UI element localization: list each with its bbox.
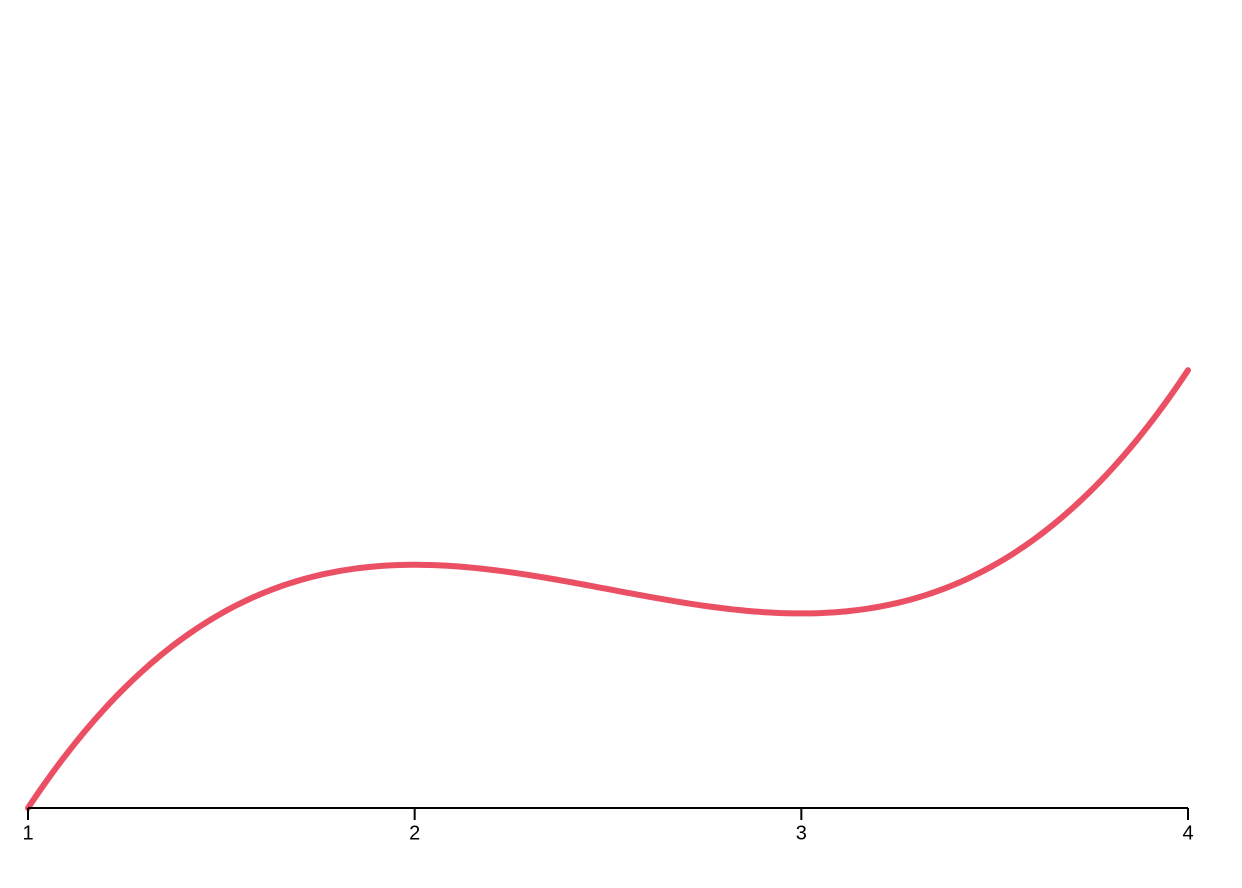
x-tick-label: 1 [22, 823, 33, 845]
x-tick-label: 2 [409, 823, 420, 845]
x-axis-group [28, 808, 1188, 820]
curve-line [28, 370, 1188, 808]
x-tick-labels-group: 1 2 3 4 [22, 823, 1193, 845]
x-tick-label: 4 [1182, 823, 1193, 845]
curve-group [28, 370, 1188, 808]
x-tick-label: 3 [796, 823, 807, 845]
chart-container: 1 2 3 4 [0, 0, 1242, 888]
chart-svg: 1 2 3 4 [0, 0, 1242, 888]
